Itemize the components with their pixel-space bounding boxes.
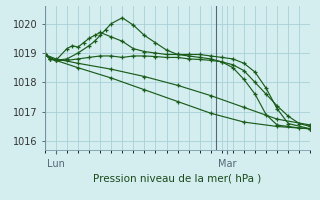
X-axis label: Pression niveau de la mer( hPa ): Pression niveau de la mer( hPa ): [93, 173, 262, 183]
